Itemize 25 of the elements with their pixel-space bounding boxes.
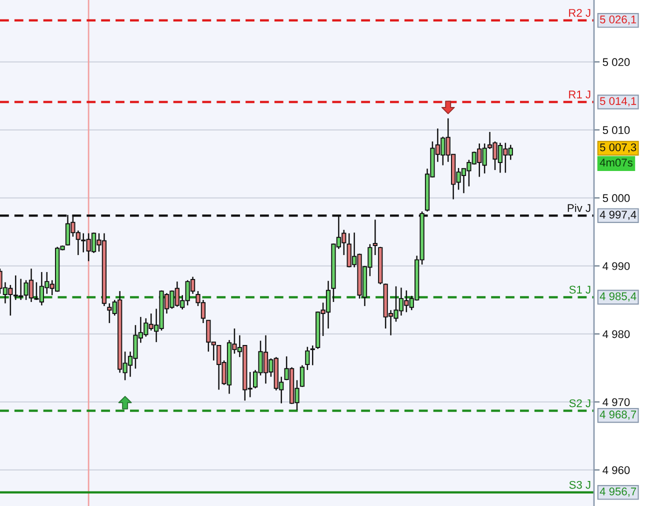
y-tick-label: 4 970 [602, 398, 630, 406]
candlestick [310, 344, 315, 366]
y-tick-label: 4 960 [602, 466, 630, 474]
text: 4 956,7 [600, 488, 636, 497]
ref-line-label: Piv J [568, 204, 590, 212]
text: 4m07s [600, 158, 633, 167]
candlestick [300, 364, 305, 388]
ref-line-label: R1 J [569, 90, 590, 98]
candlestick [305, 346, 310, 371]
ref-line-label: R2 J [569, 8, 590, 17]
ref-line-label: S1 J [569, 286, 590, 294]
text: 5 026,1 [600, 16, 636, 25]
y-tick-label: 4 990 [602, 262, 630, 270]
y-tick-label: 4 980 [602, 330, 630, 338]
y-tick-label: 5 010 [602, 126, 630, 134]
text: 5 007,3 [600, 143, 636, 153]
ref-line-label: S2 J [569, 399, 590, 408]
y-tick-label: 5 000 [602, 194, 630, 202]
text: 5 014,1 [600, 97, 636, 106]
y-tick-label: 5 020 [602, 58, 630, 66]
ref-line-label: S3 J [569, 480, 590, 489]
text: 4 985,4 [600, 292, 636, 302]
text: 4 968,7 [600, 410, 636, 420]
text: 4 997,4 [600, 210, 636, 220]
candlestick [372, 219, 378, 256]
